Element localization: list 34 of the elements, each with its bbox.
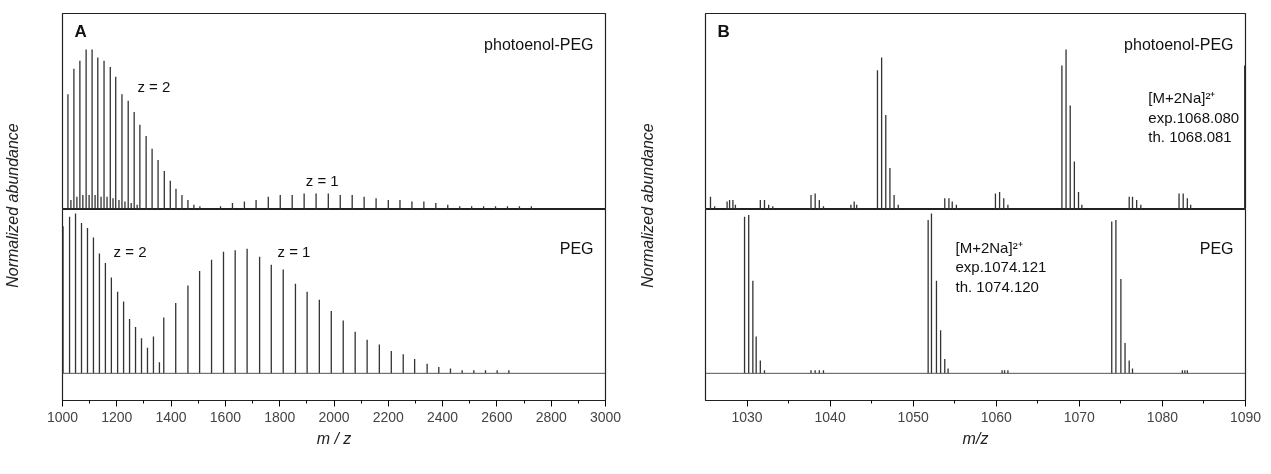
x-tick-label: 2600 [481, 408, 513, 425]
x-tick-label: 2800 [535, 408, 567, 425]
x-tick-label: 1200 [101, 408, 133, 425]
x-tick-label: 1800 [264, 408, 296, 425]
text: PEG [559, 239, 594, 257]
x-tick-label: 2400 [427, 408, 459, 425]
y-axis-title: Normalized abundance [638, 123, 656, 288]
text: photoenol-PEG [484, 35, 594, 53]
x-tick-label: 1060 [980, 408, 1013, 425]
x-tick-label: 1080 [1146, 408, 1179, 425]
x-tick-label: 3000 [589, 408, 622, 425]
x-axis-title: m / z [316, 429, 352, 447]
series-label: photoenol-PEG [1124, 35, 1234, 53]
chart-title: B [717, 21, 730, 41]
x-tick-label: 1000 [46, 408, 79, 425]
x-tick-label: 1040 [814, 408, 846, 425]
x-tick-label: 1070 [1063, 408, 1096, 425]
x-tick-label: 1600 [209, 408, 242, 425]
annotation: [M+2Na]²⁺ exp.1074.121 th. 1074.120 [955, 238, 1047, 295]
x-tick-label: 1050 [897, 408, 929, 425]
x-tick-label: 1400 [155, 408, 187, 425]
annotation: [M+2Na]²⁺ exp.1068.080 th. 1068.081 [1148, 89, 1240, 146]
y-axis-title: Normalized abundance [3, 123, 21, 288]
x-tick-label: 2200 [372, 408, 405, 425]
annotation: z = 2 [137, 77, 171, 95]
x-tick-label: 1030 [731, 408, 763, 425]
x-tick-label: 1090 [1229, 408, 1262, 425]
annotation: z = 1 [305, 171, 339, 189]
annotation: z = 2 [113, 243, 147, 261]
text: PEG [1199, 239, 1234, 257]
annotation: z = 1 [277, 243, 311, 261]
x-tick-label: 2000 [318, 408, 350, 425]
x-axis-title: m/z [962, 429, 989, 447]
chart-title: A [74, 21, 87, 41]
